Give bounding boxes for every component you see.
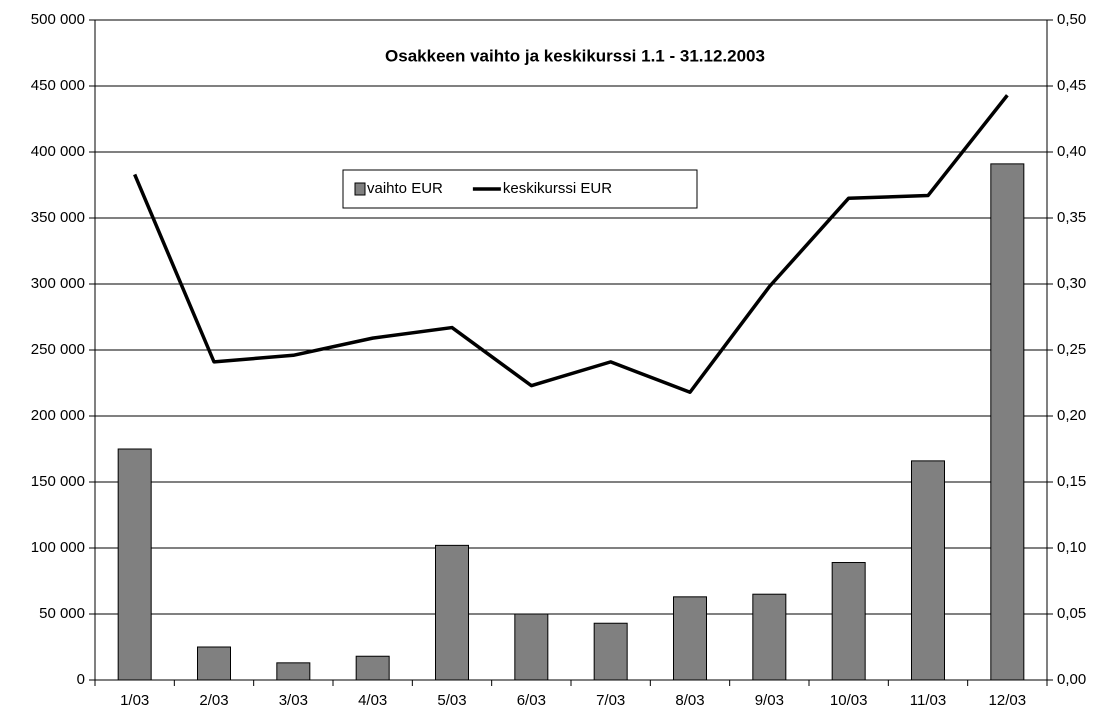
y-tick-label: 300 000 — [31, 275, 85, 292]
bar — [276, 662, 311, 681]
bar — [355, 655, 390, 681]
y2-tick-label: 0,10 — [1057, 539, 1086, 556]
bar — [673, 596, 707, 681]
bar — [911, 460, 945, 681]
bar — [117, 448, 152, 681]
legend-label: keskikurssi EUR — [503, 180, 612, 197]
legend-box — [342, 169, 698, 209]
chart-title: Osakkeen vaihto ja keskikurssi 1.1 - 31.… — [385, 46, 765, 65]
y-tick-label: 0 — [77, 671, 85, 688]
x-tick-label: 3/03 — [279, 692, 308, 709]
bar — [752, 593, 787, 681]
x-tick-label: 12/03 — [989, 692, 1027, 709]
y-tick-label: 50 000 — [39, 605, 85, 622]
y2-tick-label: 0,15 — [1057, 473, 1086, 490]
y-tick-label: 200 000 — [31, 407, 85, 424]
y-tick-label: 150 000 — [31, 473, 85, 490]
bar — [197, 646, 231, 681]
bar — [435, 544, 469, 681]
x-tick-label: 9/03 — [755, 692, 784, 709]
bar — [990, 163, 1025, 681]
bar — [514, 613, 549, 681]
y-tick-label: 350 000 — [31, 209, 85, 226]
bar — [593, 622, 628, 681]
y2-tick-label: 0,50 — [1057, 11, 1086, 28]
line — [133, 94, 1009, 394]
y-tick-label: 450 000 — [31, 77, 85, 94]
x-tick-label: 8/03 — [675, 692, 704, 709]
y-tick-label: 400 000 — [31, 143, 85, 160]
y2-tick-label: 0,35 — [1057, 209, 1086, 226]
y2-tick-label: 0,05 — [1057, 605, 1086, 622]
y2-tick-label: 0,20 — [1057, 407, 1086, 424]
y-tick-label: 250 000 — [31, 341, 85, 358]
x-tick-label: 1/03 — [120, 692, 149, 709]
x-tick-label: 11/03 — [910, 692, 946, 709]
y-tick-label: 100 000 — [31, 539, 85, 556]
x-tick-label: 6/03 — [517, 692, 546, 709]
bar — [831, 562, 866, 681]
y2-tick-label: 0,30 — [1057, 275, 1086, 292]
y-tick-label: 500 000 — [31, 11, 85, 28]
y2-tick-label: 0,25 — [1057, 341, 1086, 358]
y2-tick-label: 0,40 — [1057, 143, 1086, 160]
x-tick-label: 5/03 — [437, 692, 466, 709]
x-tick-label: 7/03 — [596, 692, 625, 709]
x-tick-label: 10/03 — [830, 692, 868, 709]
legend-label: vaihto EUR — [367, 180, 443, 197]
y2-tick-label: 0,00 — [1057, 671, 1086, 688]
legend-swatch — [354, 182, 366, 196]
x-tick-label: 4/03 — [358, 692, 387, 709]
y2-tick-label: 0,45 — [1057, 77, 1086, 94]
x-tick-label: 2/03 — [199, 692, 228, 709]
